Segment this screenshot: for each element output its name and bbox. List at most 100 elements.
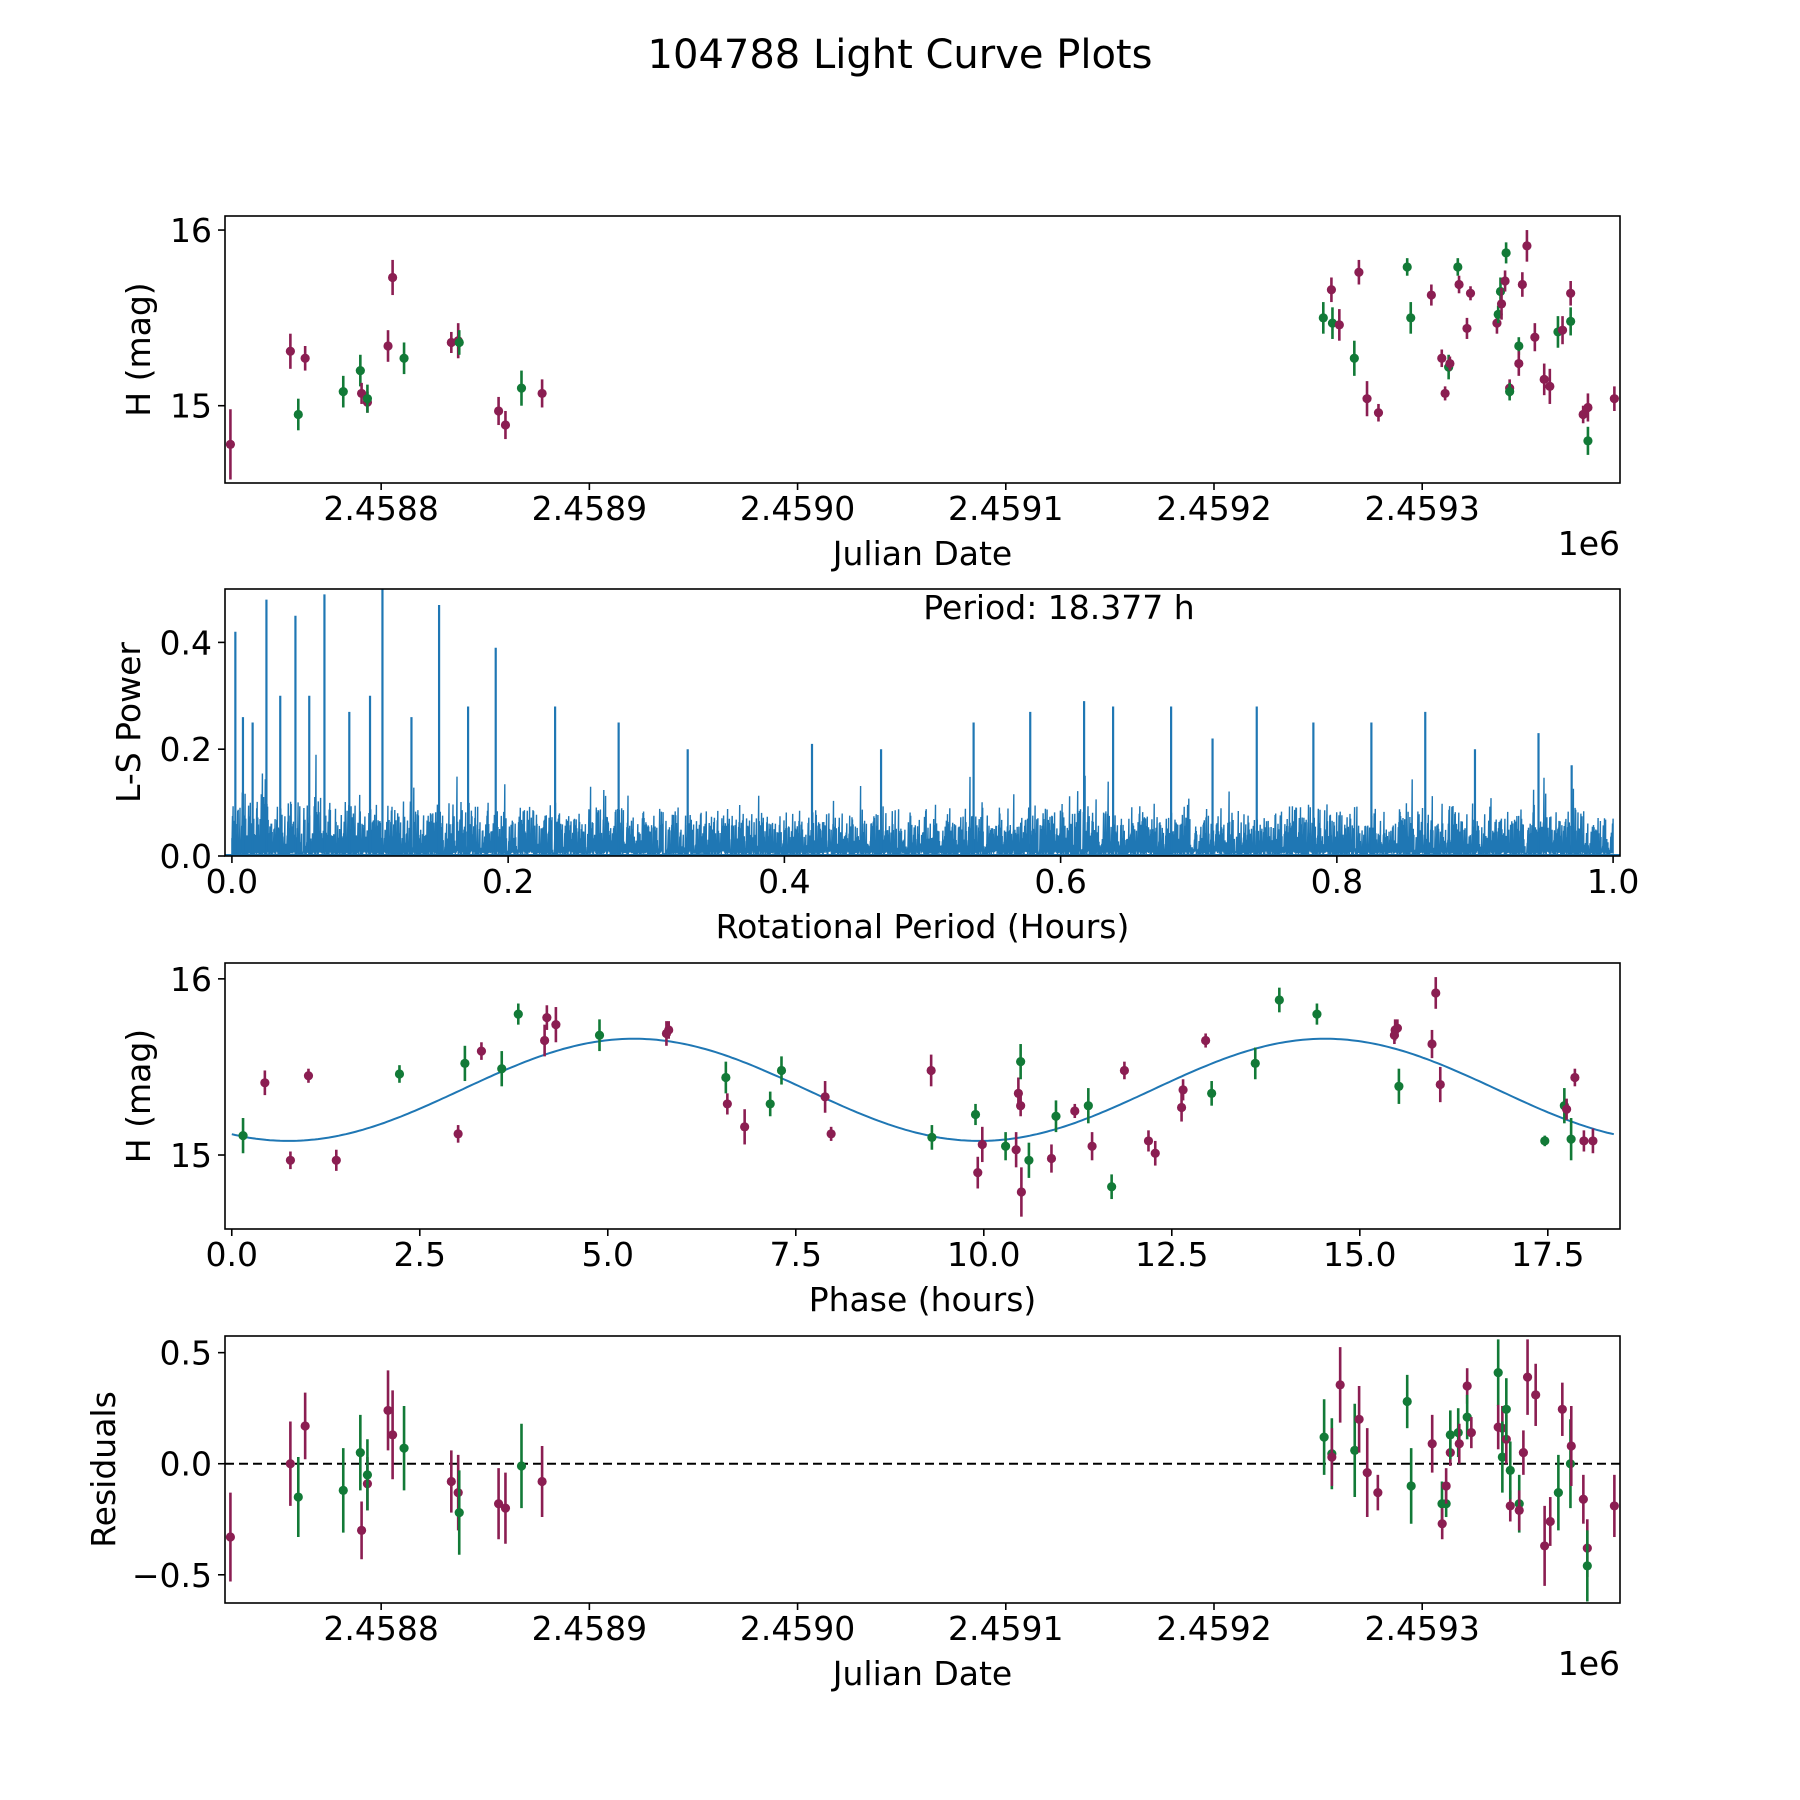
x-tick-label: 2.4593: [1364, 1609, 1479, 1648]
data-marker: [1566, 1441, 1576, 1451]
data-marker: [722, 1099, 732, 1109]
data-marker: [542, 1013, 552, 1023]
data-marker: [516, 383, 527, 393]
data-marker: [493, 1499, 504, 1509]
y-tick-label: 15: [170, 1136, 212, 1175]
data-point: [1150, 1140, 1160, 1166]
subplot-periodogram: 0.0 0.2 0.4 0.6 0.8 1.0 0.0 0.2 0.4 Rotational Pe…: [109, 588, 1639, 946]
data-marker: [1435, 1079, 1445, 1090]
data-marker: [1540, 1136, 1550, 1146]
data-marker: [1540, 1541, 1550, 1551]
data-point: [1083, 1088, 1093, 1124]
data-point: [285, 333, 295, 369]
data-marker: [820, 1092, 830, 1102]
data-marker: [1319, 1432, 1329, 1442]
x-tick-label: 15.0: [1323, 1235, 1396, 1274]
plot-area: [231, 977, 1615, 1217]
data-marker: [1522, 1372, 1533, 1382]
y-axis-label: H (mag): [119, 282, 158, 416]
data-point: [1402, 1374, 1412, 1429]
x-tick-label: 0.2: [482, 862, 534, 901]
data-marker: [1588, 1136, 1598, 1146]
data-marker: [285, 1459, 295, 1469]
data-marker: [1500, 276, 1510, 286]
data-marker: [1406, 313, 1416, 323]
x-tick-label: 2.4591: [948, 489, 1063, 528]
subplots: 2.4588 2.4589 2.4590 2.4591 2.4592 2.4593 15 16…: [84, 211, 1639, 1693]
data-marker: [303, 1071, 314, 1081]
data-point: [388, 259, 398, 296]
data-marker: [1083, 1101, 1093, 1111]
data-marker: [1178, 1085, 1188, 1095]
data-marker: [1545, 1516, 1555, 1527]
data-marker: [1016, 1101, 1026, 1111]
data-marker: [1454, 1439, 1464, 1449]
data-point: [1566, 280, 1576, 306]
data-marker: [1327, 318, 1338, 328]
data-marker: [1462, 323, 1472, 334]
data-point: [1497, 1421, 1507, 1493]
x-tick-label: 5.0: [582, 1235, 634, 1274]
data-marker: [1016, 1187, 1026, 1197]
data-marker: [1466, 1428, 1476, 1438]
data-point: [362, 1439, 373, 1511]
x-tick-label: 2.4592: [1156, 489, 1271, 528]
data-point: [664, 1021, 674, 1039]
data-point: [540, 1024, 550, 1057]
x-tick-label: 2.4589: [532, 1609, 647, 1648]
data-point: [388, 1390, 398, 1480]
data-marker: [1011, 1145, 1021, 1155]
data-marker: [1362, 394, 1372, 404]
data-point: [1578, 1474, 1588, 1524]
data-marker: [1349, 353, 1359, 363]
data-marker: [1046, 1153, 1057, 1164]
data-marker: [1530, 332, 1540, 342]
data-marker: [1517, 279, 1527, 290]
data-marker: [594, 1030, 605, 1040]
data-marker: [1566, 288, 1576, 298]
data-marker: [1462, 1381, 1472, 1391]
data-marker: [454, 337, 464, 348]
data-point: [362, 384, 373, 413]
data-point: [1466, 1417, 1476, 1449]
data-marker: [285, 346, 295, 356]
x-tick-label: 2.4588: [323, 1609, 438, 1648]
data-marker: [1583, 402, 1593, 413]
data-marker: [1497, 1452, 1507, 1462]
data-marker: [1545, 381, 1555, 391]
data-point: [1540, 1505, 1550, 1586]
data-marker: [225, 1532, 236, 1542]
data-point: [356, 382, 367, 404]
data-marker: [1518, 1448, 1528, 1458]
data-point: [820, 1081, 830, 1113]
data-marker: [664, 1025, 674, 1035]
data-marker: [513, 1009, 523, 1019]
data-point: [1530, 323, 1540, 352]
data-point: [1579, 1130, 1589, 1152]
data-marker: [1312, 1009, 1322, 1019]
data-point: [1011, 1132, 1021, 1168]
data-point: [973, 1156, 983, 1189]
x-tick-label: 0.4: [758, 862, 810, 901]
data-point: [1557, 316, 1568, 345]
data-point: [1437, 349, 1447, 368]
power-spectrum-line: [231, 754, 1614, 856]
data-marker: [1024, 1155, 1034, 1165]
data-marker: [1016, 1057, 1026, 1067]
y-tick-label: 16: [170, 960, 212, 999]
data-point: [1335, 1347, 1345, 1423]
data-marker: [973, 1168, 983, 1178]
y-tick-label: 0.0: [160, 1445, 212, 1484]
data-point: [1518, 1430, 1528, 1475]
data-marker: [1427, 1439, 1437, 1449]
data-point: [1566, 307, 1576, 336]
y-tick-label: 0.2: [160, 730, 212, 769]
data-marker: [1501, 1404, 1511, 1414]
data-marker: [1539, 374, 1549, 384]
data-marker: [1426, 290, 1436, 300]
data-point: [1454, 275, 1464, 294]
data-marker: [1326, 285, 1337, 295]
data-marker: [293, 409, 303, 420]
x-tick-label: 0.6: [1034, 862, 1086, 901]
